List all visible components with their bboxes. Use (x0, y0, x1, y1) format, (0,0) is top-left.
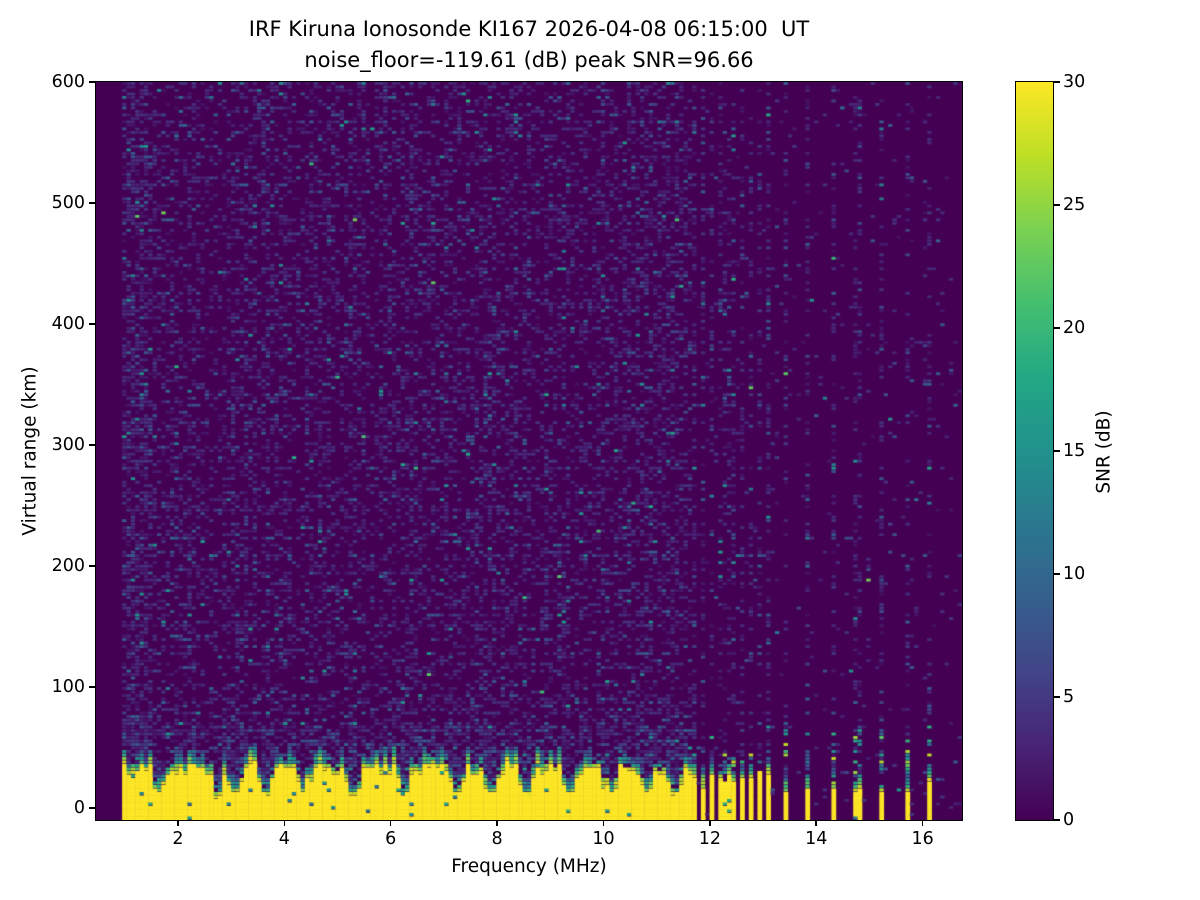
x-tick-label: 6 (385, 829, 397, 849)
x-tick-label: 2 (172, 829, 184, 849)
colorbar-gradient (1015, 81, 1053, 820)
y-tick-mark (88, 807, 95, 809)
x-tick-mark (496, 820, 498, 826)
x-tick-mark (389, 820, 392, 826)
x-tick-mark (602, 820, 605, 826)
y-tick-label: 500 (51, 192, 85, 213)
x-tick-mark (709, 820, 711, 826)
y-tick-label: 0 (73, 797, 85, 818)
y-tick-label: 600 (51, 72, 85, 92)
colorbar-tick-mark (1053, 450, 1060, 452)
heatmap-canvas (95, 81, 962, 820)
y-tick-label: 400 (51, 313, 85, 334)
x-tick-label: 14 (805, 829, 828, 849)
chart-subtitle: noise_floor=-119.61 (dB) peak SNR=96.66 (304, 48, 754, 72)
x-tick-label: 10 (592, 829, 615, 849)
y-tick-mark (88, 81, 95, 83)
colorbar-tick-mark (1053, 327, 1060, 329)
y-tick-label: 100 (51, 676, 85, 697)
y-tick-mark (88, 444, 95, 446)
x-tick-mark (283, 820, 286, 826)
colorbar-tick-label: 5 (1063, 687, 1075, 707)
colorbar-tick-mark (1053, 573, 1060, 575)
colorbar-tick-mark (1053, 819, 1060, 821)
colorbar-tick-label: 20 (1063, 318, 1086, 338)
y-tick-label: 200 (51, 555, 85, 576)
colorbar-tick-label: 10 (1063, 564, 1086, 584)
x-tick-label: 12 (698, 829, 721, 849)
colorbar-tick-label: 30 (1063, 72, 1086, 92)
x-tick-mark (921, 820, 924, 826)
colorbar (1014, 80, 1054, 821)
y-tick-mark (88, 686, 95, 688)
colorbar-tick-mark (1053, 204, 1060, 206)
y-tick-mark (88, 565, 95, 567)
x-tick-mark (177, 820, 179, 826)
y-tick-label: 300 (51, 434, 85, 455)
colorbar-tick-mark (1053, 696, 1060, 698)
colorbar-label: SNR (dB) (1093, 410, 1115, 494)
x-axis-label: Frequency (MHz) (451, 856, 607, 877)
x-tick-label: 4 (278, 829, 290, 849)
x-tick-label: 16 (911, 829, 934, 849)
y-tick-mark (88, 323, 95, 325)
x-tick-mark (815, 820, 817, 826)
colorbar-tick-label: 25 (1063, 195, 1086, 215)
heatmap-plot-area (94, 80, 963, 821)
y-tick-mark (88, 202, 95, 204)
colorbar-tick-label: 15 (1063, 441, 1086, 461)
colorbar-tick-label: 0 (1063, 810, 1075, 830)
colorbar-tick-mark (1053, 81, 1060, 83)
x-tick-label: 8 (491, 829, 503, 849)
chart-title: IRF Kiruna Ionosonde KI167 2026-04-08 06… (248, 17, 810, 41)
